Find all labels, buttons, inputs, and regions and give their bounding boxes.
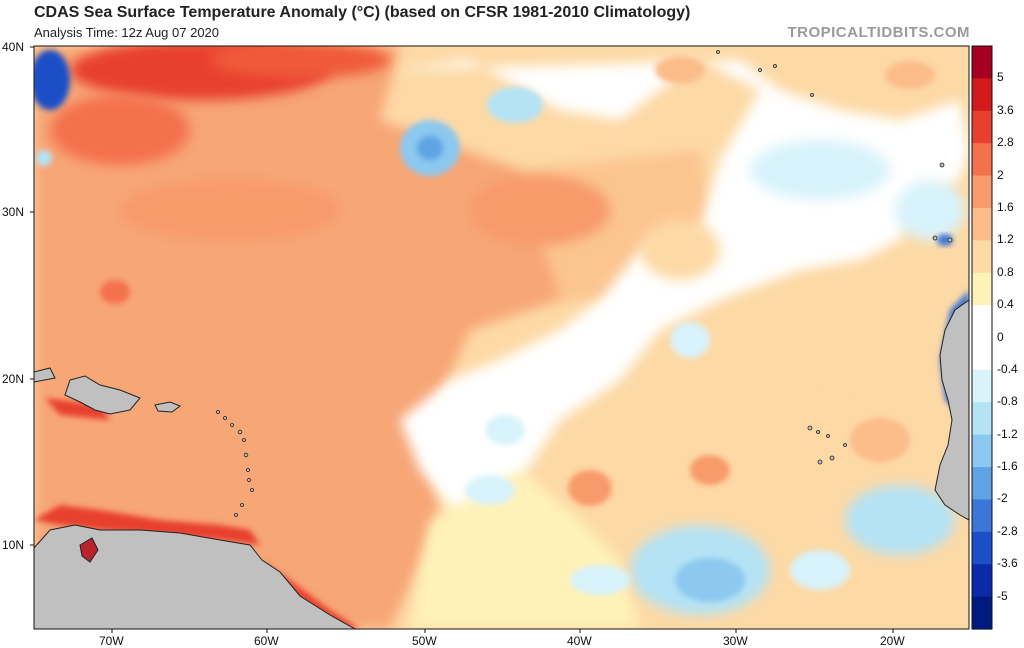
cape-verde-islands xyxy=(807,425,847,465)
lon-label-40w: 40W xyxy=(567,634,592,648)
colorbar-swatch xyxy=(972,78,992,112)
colorbar-label: -2.8 xyxy=(997,523,1018,538)
africa-land xyxy=(934,299,969,521)
colorbar-label: -1.2 xyxy=(997,426,1018,441)
sst-field xyxy=(34,46,969,629)
map-title: CDAS Sea Surface Temperature Anomaly (°C… xyxy=(34,4,691,21)
south-america-land xyxy=(34,524,357,629)
colorbar-swatch xyxy=(972,596,992,630)
colorbar-swatch xyxy=(972,207,992,241)
analysis-time: Analysis Time: 12z Aug 07 2020 xyxy=(34,25,220,40)
colorbar-swatch xyxy=(972,143,992,177)
lat-label-30n: 30N xyxy=(2,205,25,219)
lat-label-40n: 40N xyxy=(2,40,25,54)
colorbar-label: -0.8 xyxy=(997,394,1018,409)
colorbar-label: -5 xyxy=(997,588,1008,603)
colorbar-swatch xyxy=(972,337,992,371)
lon-label-70w: 70W xyxy=(99,634,124,648)
colorbar-label: 1.6 xyxy=(997,199,1014,214)
colorbar-swatch xyxy=(972,305,992,339)
lon-label-50w: 50W xyxy=(412,634,437,648)
colorbar-label: -2 xyxy=(997,491,1008,506)
colorbar-label: 5 xyxy=(997,70,1004,85)
colorbar-swatch xyxy=(972,46,992,79)
colorbar-label: 0 xyxy=(997,329,1004,344)
colorbar-swatch xyxy=(972,110,992,144)
lesser-antilles xyxy=(216,410,254,517)
colorbar-swatch xyxy=(972,499,992,533)
colorbar-label: 0.4 xyxy=(997,297,1014,312)
colorbar-label: 0.8 xyxy=(997,264,1014,279)
puerto-rico-land xyxy=(154,401,182,413)
colorbar-swatch xyxy=(972,240,992,274)
colorbar-swatch xyxy=(972,369,992,403)
colorbar-label: 2.8 xyxy=(997,135,1014,150)
colorbar-swatch xyxy=(972,467,992,501)
lat-label-20n: 20N xyxy=(2,372,25,386)
lon-label-30w: 30W xyxy=(723,634,748,648)
colorbar-label: -1.6 xyxy=(997,459,1018,474)
lon-label-20w: 20W xyxy=(880,634,905,648)
colorbar-swatch xyxy=(972,272,992,306)
colorbar-swatch xyxy=(972,434,992,468)
colorbar-label: 1.2 xyxy=(997,232,1014,247)
lon-label-60w: 60W xyxy=(254,634,279,648)
colorbar-swatch xyxy=(972,564,992,598)
brand-watermark: TROPICALTIDBITS.COM xyxy=(787,24,970,41)
colorbar-swatch xyxy=(972,402,992,436)
colorbar-label: 2 xyxy=(997,167,1004,182)
colorbar-label: -3.6 xyxy=(997,556,1018,571)
colorbar-swatch xyxy=(972,531,992,565)
lat-label-10n: 10N xyxy=(2,538,25,552)
colorbar-swatch xyxy=(972,175,992,209)
canary-azores-islands xyxy=(716,50,953,243)
hispaniola-land xyxy=(64,375,141,415)
colorbar-label: -0.4 xyxy=(997,361,1018,376)
colorbar xyxy=(972,46,992,630)
colorbar-label: 3.6 xyxy=(997,102,1014,117)
